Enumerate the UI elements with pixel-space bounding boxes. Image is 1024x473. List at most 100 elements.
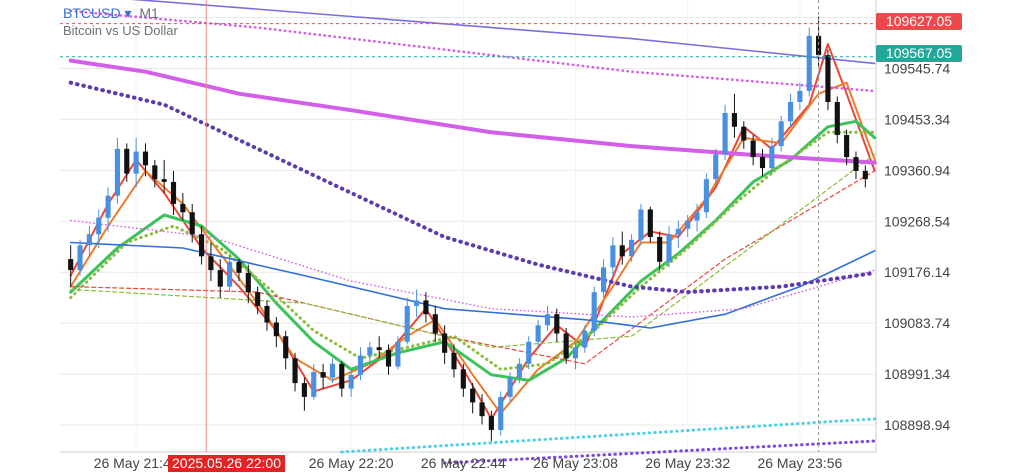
candle[interactable] [357, 347, 364, 381]
candle[interactable] [339, 361, 345, 397]
candle[interactable] [853, 151, 859, 180]
candle[interactable] [638, 203, 644, 246]
candle[interactable] [844, 129, 850, 166]
candle[interactable] [367, 341, 373, 364]
candle[interactable] [161, 159, 167, 193]
candle[interactable] [329, 358, 336, 384]
candle[interactable] [778, 115, 784, 152]
candle[interactable] [610, 237, 616, 276]
moving-average-line-12 [340, 417, 877, 454]
candle[interactable] [180, 192, 186, 221]
candle[interactable] [385, 344, 392, 375]
candle[interactable] [544, 305, 551, 331]
candle[interactable] [741, 121, 747, 149]
candle[interactable] [862, 165, 868, 188]
candle[interactable] [516, 358, 522, 384]
symbol-header[interactable]: BTCUSD ▾ M1 [63, 5, 159, 22]
candle-body [198, 234, 205, 257]
candle[interactable] [759, 148, 766, 177]
candle[interactable] [507, 372, 513, 403]
candle[interactable] [414, 289, 420, 317]
candle[interactable] [142, 143, 149, 177]
candle[interactable] [96, 209, 102, 249]
candle[interactable] [563, 327, 569, 364]
candle[interactable] [208, 242, 214, 282]
time-axis[interactable]: 26 May 21:48 26 May 22:20 26 May 22:44 26 M… [94, 455, 843, 471]
candle-body [507, 377, 513, 397]
candle[interactable] [376, 336, 382, 359]
candle[interactable] [713, 148, 719, 188]
candle[interactable] [488, 410, 494, 441]
candle[interactable] [825, 49, 831, 111]
candle[interactable] [647, 206, 653, 243]
candle[interactable] [217, 259, 223, 298]
candle[interactable] [629, 234, 635, 262]
candle[interactable] [423, 292, 429, 323]
candle[interactable] [133, 137, 139, 188]
candle[interactable] [722, 104, 728, 160]
candle[interactable] [68, 245, 74, 287]
candle[interactable] [572, 341, 579, 370]
candle[interactable] [750, 135, 756, 166]
candle-body [591, 292, 597, 331]
candle[interactable] [227, 253, 233, 293]
candle[interactable] [703, 173, 709, 218]
candle[interactable] [264, 300, 270, 331]
candle[interactable] [283, 330, 289, 370]
candle[interactable] [834, 96, 840, 144]
candle[interactable] [442, 325, 448, 364]
candle[interactable] [301, 377, 307, 411]
candle-body [834, 101, 840, 136]
candle[interactable] [619, 231, 625, 265]
candle[interactable] [451, 344, 457, 378]
candle[interactable] [292, 352, 298, 392]
candle[interactable] [124, 143, 130, 182]
candle[interactable] [105, 187, 111, 232]
symbol-dropdown-icon[interactable]: ▾ [124, 5, 132, 21]
candle[interactable] [311, 363, 317, 400]
candle[interactable] [498, 391, 504, 436]
candle[interactable] [591, 286, 597, 337]
candle[interactable] [152, 159, 158, 188]
candle[interactable] [404, 297, 410, 345]
candle[interactable] [600, 259, 607, 298]
candle[interactable] [460, 363, 466, 397]
candle[interactable] [731, 93, 738, 138]
candle[interactable] [320, 363, 326, 389]
candle[interactable] [198, 226, 205, 265]
candle[interactable] [806, 27, 812, 97]
candle[interactable] [432, 305, 438, 342]
candle[interactable] [236, 259, 242, 282]
candle[interactable] [666, 226, 672, 268]
candle[interactable] [769, 137, 775, 174]
candle[interactable] [787, 93, 794, 127]
candlesticks[interactable] [68, 16, 868, 441]
candle[interactable] [470, 383, 476, 414]
candle[interactable] [479, 394, 485, 425]
candle[interactable] [395, 336, 401, 370]
candle[interactable] [675, 220, 681, 249]
candle[interactable] [86, 226, 92, 257]
candle[interactable] [77, 239, 83, 276]
candle[interactable] [273, 316, 279, 348]
candle-body [236, 261, 242, 273]
candle[interactable] [170, 170, 177, 215]
candle[interactable] [348, 369, 354, 397]
price-axis[interactable]: 109638.14109545.74109453.34109360.941092… [884, 10, 950, 433]
candle[interactable] [554, 308, 560, 342]
candle[interactable] [189, 203, 195, 243]
symbol-name[interactable]: BTCUSD [63, 5, 121, 21]
candle[interactable] [582, 325, 588, 353]
candle[interactable] [114, 137, 120, 204]
candle-body [395, 341, 401, 367]
candle[interactable] [526, 336, 532, 370]
candle[interactable] [797, 82, 803, 111]
candle[interactable] [685, 214, 691, 238]
candle[interactable] [694, 203, 700, 232]
candle[interactable] [245, 264, 251, 304]
candle[interactable] [255, 286, 261, 315]
candle[interactable] [657, 231, 663, 271]
candle-body [311, 372, 317, 397]
candle[interactable] [535, 319, 541, 348]
